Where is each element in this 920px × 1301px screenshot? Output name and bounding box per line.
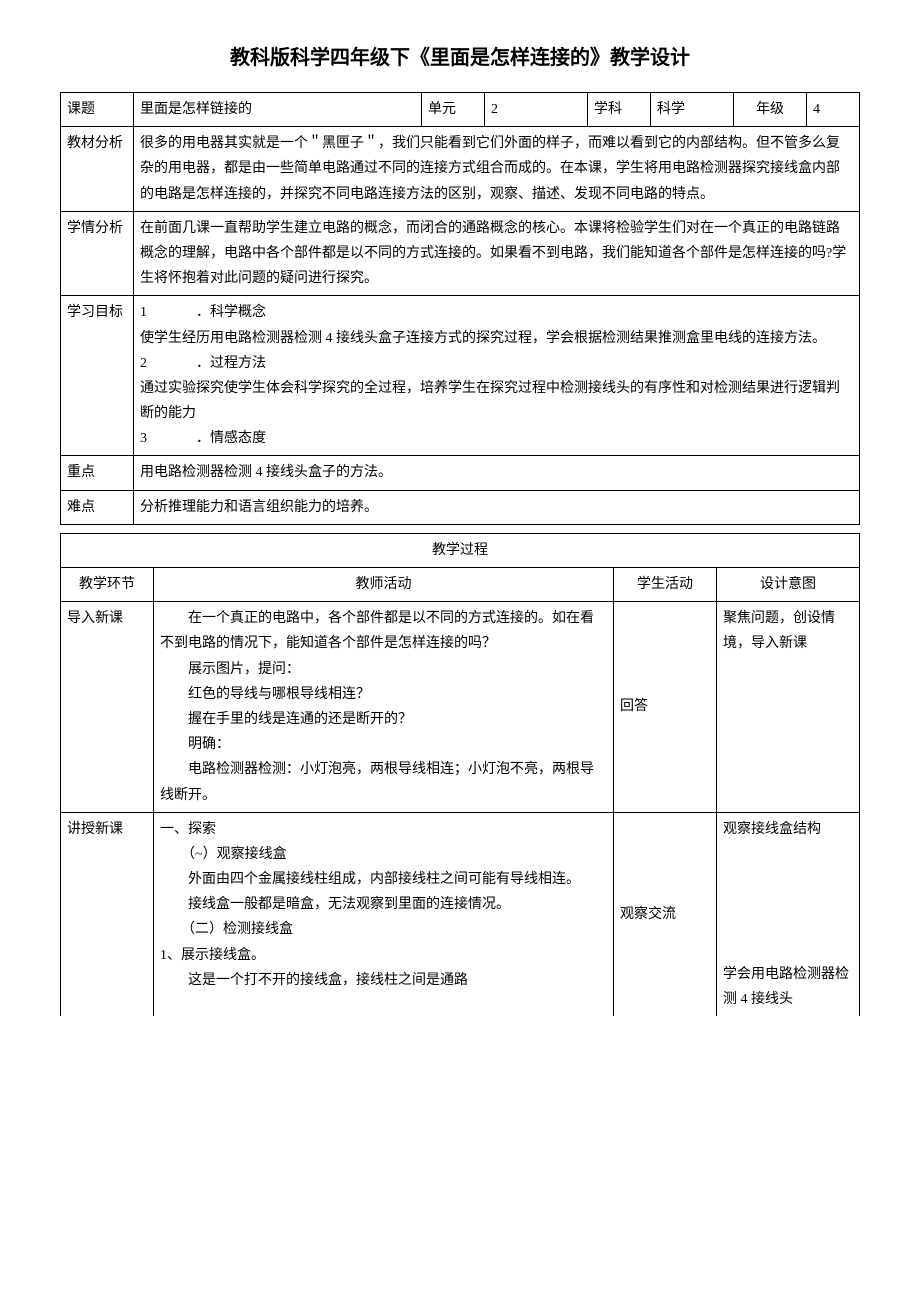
teach-t2: （~）观察接线盒 [160,842,607,867]
goal-3-title: ．情感态度 [196,431,266,446]
intro-t6: 电路检测器检测：小灯泡亮，两根导线相连；小灯泡不亮，两根导线断开。 [160,757,607,807]
difficulty-label: 难点 [61,490,134,524]
intro-stage: 导入新课 [61,602,154,813]
goal-3-num: 3 [140,431,147,446]
goal-2-title: ．过程方法 [196,356,266,371]
process-title-row: 教学过程 [61,533,860,567]
intro-t2: 展示图片，提问： [160,657,607,682]
col-stage: 教学环节 [61,568,154,602]
goal-2-text: 通过实验探究使学生体会科学探究的全过程，培养学生在探究过程中检测接线头的有序性和… [140,376,853,426]
grade-label: 年级 [734,93,807,127]
learner-content: 在前面几课一直帮助学生建立电路的概念，而闭合的通路概念的核心。本课将检验学生们对… [134,211,860,296]
keypoint-content: 用电路检测器检测 4 接线头盒子的方法。 [134,456,860,490]
goal-1-num: 1 [140,305,147,320]
teach-teacher: 一、探索 （~）观察接线盒 外面由四个金属接线柱组成，内部接线柱之间可能有导线相… [154,812,614,1016]
intro-row: 导入新课 在一个真正的电路中，各个部件都是以不同的方式连接的。如在看不到电路的情… [61,602,860,813]
learner-row: 学情分析 在前面几课一直帮助学生建立电路的概念，而闭合的通路概念的核心。本课将检… [61,211,860,296]
keypoint-label: 重点 [61,456,134,490]
goals-label: 学习目标 [61,296,134,456]
goal-1-title: ．科学概念 [196,305,266,320]
keypoint-row: 重点 用电路检测器检测 4 接线头盒子的方法。 [61,456,860,490]
textbook-label: 教材分析 [61,127,134,212]
intro-t3: 红色的导线与哪根导线相连？ [160,682,607,707]
unit-value: 2 [485,93,588,127]
intro-t5: 明确： [160,732,607,757]
intro-student: 回答 [614,602,717,813]
teach-row: 讲授新课 一、探索 （~）观察接线盒 外面由四个金属接线柱组成，内部接线柱之间可… [61,812,860,1016]
teach-t5: （二）检测接线盒 [160,917,607,942]
teach-t4: 接线盒一般都是暗盒，无法观察到里面的连接情况。 [160,892,607,917]
intro-t1: 在一个真正的电路中，各个部件都是以不同的方式连接的。如在看不到电路的情况下，能知… [160,606,607,656]
lesson-table: 课题 里面是怎样链接的 单元 2 学科 科学 年级 4 教材分析 很多的用电器其… [60,92,860,525]
textbook-content: 很多的用电器其实就是一个＂黑匣子＂，我们只能看到它们外面的样子，而难以看到它的内… [134,127,860,212]
unit-label: 单元 [422,93,485,127]
teach-student: 观察交流 [614,812,717,1016]
teach-intent1: 观察接线盒结构 [723,817,853,842]
goals-row: 学习目标 1 ．科学概念 使学生经历用电路检测器检测 4 接线头盒子连接方式的探… [61,296,860,456]
col-teacher: 教师活动 [154,568,614,602]
difficulty-content: 分析推理能力和语言组织能力的培养。 [134,490,860,524]
goal-1-text: 使学生经历用电路检测器检测 4 接线头盒子连接方式的探究过程，学会根据检测结果推… [140,326,853,351]
process-table: 教学过程 教学环节 教师活动 学生活动 设计意图 导入新课 在一个真正的电路中，… [60,533,860,1016]
col-student: 学生活动 [614,568,717,602]
textbook-row: 教材分析 很多的用电器其实就是一个＂黑匣子＂，我们只能看到它们外面的样子，而难以… [61,127,860,212]
grade-value: 4 [807,93,860,127]
page-title: 教科版科学四年级下《里面是怎样连接的》教学设计 [60,40,860,76]
process-title: 教学过程 [61,533,860,567]
meta-row: 课题 里面是怎样链接的 单元 2 学科 科学 年级 4 [61,93,860,127]
goal-2-heading: 2 ．过程方法 [140,351,853,376]
teach-t1: 一、探索 [160,817,607,842]
intro-teacher: 在一个真正的电路中，各个部件都是以不同的方式连接的。如在看不到电路的情况下，能知… [154,602,614,813]
goal-2-num: 2 [140,356,147,371]
goals-content: 1 ．科学概念 使学生经历用电路检测器检测 4 接线头盒子连接方式的探究过程，学… [134,296,860,456]
topic-value: 里面是怎样链接的 [134,93,422,127]
teach-t7: 这是一个打不开的接线盒，接线柱之间是通路 [160,968,607,993]
goal-3-heading: 3 ．情感态度 [140,426,853,451]
intro-t4: 握在手里的线是连通的还是断开的？ [160,707,607,732]
process-header-row: 教学环节 教师活动 学生活动 设计意图 [61,568,860,602]
learner-label: 学情分析 [61,211,134,296]
teach-intent: 观察接线盒结构 学会用电路检测器检测 4 接线头 [717,812,860,1016]
goal-1-heading: 1 ．科学概念 [140,300,853,325]
teach-intent2: 学会用电路检测器检测 4 接线头 [723,962,853,1012]
teach-t3: 外面由四个金属接线柱组成，内部接线柱之间可能有导线相连。 [160,867,607,892]
teach-stage: 讲授新课 [61,812,154,1016]
subject-label: 学科 [588,93,651,127]
col-intent: 设计意图 [717,568,860,602]
subject-value: 科学 [651,93,734,127]
topic-label: 课题 [61,93,134,127]
difficulty-row: 难点 分析推理能力和语言组织能力的培养。 [61,490,860,524]
intro-intent: 聚焦问题，创设情境，导入新课 [717,602,860,813]
teach-t6: 1、展示接线盒。 [160,943,607,968]
